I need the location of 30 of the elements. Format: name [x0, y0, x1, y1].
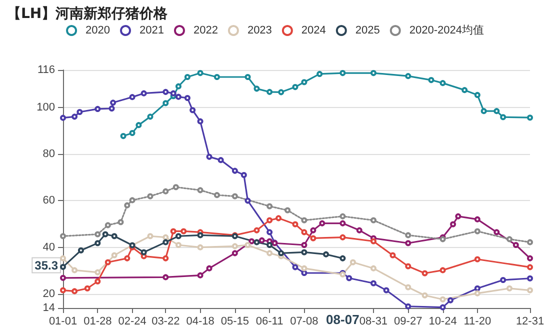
- y-tick-label: 20: [42, 288, 55, 300]
- chart-title: 【LH】河南新郑仔猪价格: [7, 5, 169, 22]
- x-tick-label: 02-24: [118, 316, 146, 328]
- x-tick-label: 09-27: [394, 316, 422, 328]
- x-tick-label: 05-15: [220, 316, 249, 328]
- y-tick-label: 116: [37, 64, 55, 76]
- x-tick-label: 12-31: [516, 316, 544, 328]
- legend-label: 2022: [193, 24, 218, 36]
- legend-label: 2020-2024均值: [409, 24, 484, 36]
- x-tick-label: 01-28: [84, 316, 112, 328]
- legend-label: 2024: [301, 24, 326, 36]
- x-tick-label: 01-01: [48, 316, 78, 328]
- x-tick-label: 10-24: [428, 316, 457, 328]
- legend-label: 2020: [86, 24, 110, 36]
- y-tick-label: 60: [42, 194, 55, 207]
- x-tick-label: 08-31: [359, 316, 388, 328]
- y-tick-label: 80: [42, 148, 55, 160]
- y-tick-label: 14: [42, 302, 55, 314]
- x-tick-label: 04-18: [186, 316, 214, 328]
- legend-label: 2021: [140, 24, 164, 36]
- y-tick-label: 40: [42, 241, 55, 254]
- text: 35.3: [34, 258, 58, 272]
- x-tick-label: 07-08: [290, 316, 318, 328]
- x-tick-label: 03-22: [152, 316, 180, 328]
- y-tick-label: 100: [36, 101, 55, 114]
- legend-label: 2023: [247, 24, 272, 36]
- legend-label: 2025: [355, 24, 380, 36]
- x-tick-label: 06-11: [256, 316, 284, 328]
- text: 08-07: [326, 312, 360, 327]
- x-tick-label: 11-20: [464, 316, 492, 328]
